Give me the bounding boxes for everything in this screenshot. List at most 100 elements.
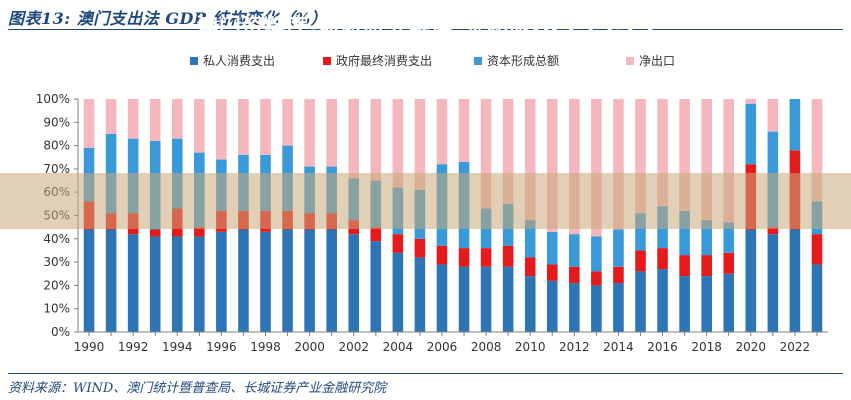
chart-title: 图表13: 澳门支出法 GDP 结构变化（%） [8,5,843,30]
source-note: 资料来源：WIND、澳门统计暨普查局、长城证券产业金融研究院 [8,373,843,397]
bar-segment [480,248,492,267]
bar-segment [149,99,161,141]
bar-segment [679,276,690,332]
bar-segment [392,234,404,253]
bar-segment [546,231,558,265]
bar-segment [811,234,823,265]
legend-label: 政府最终消费支出 [336,53,432,68]
x-tick-label: 2014 [603,340,634,354]
bar-segment [83,229,95,332]
bar-segment [524,257,536,277]
bar-segment [591,271,602,286]
bar-segment [591,285,602,332]
bar-segment [723,252,735,274]
bar-segment [569,283,580,332]
x-tick-label: 2016 [647,340,678,354]
y-tick-label: 10% [43,302,70,316]
bar-segment [635,213,646,251]
bar-segment [679,255,690,277]
bar-segment [591,99,602,237]
bar-segment [392,99,404,188]
x-tick-label: 2018 [691,340,722,354]
bar-segment [282,99,293,146]
bar-segment [127,234,139,332]
x-axis: 1990 1992 1994 1996 1998 2000 2002 2004 2006 2008… [74,331,828,354]
bar-segment [194,227,205,237]
bar-segment [569,99,580,235]
bar-segment [789,229,801,332]
bar-segment [171,236,183,332]
bar-segment [260,231,271,332]
bar-segment [546,264,558,281]
bar-segment [745,229,757,332]
y-tick-label: 100% [36,92,70,106]
bar-segment [546,99,558,232]
bar-segment [767,234,779,332]
bar-segment [370,227,382,242]
bar-segment [613,99,624,230]
legend-swatch [626,57,634,65]
bar-segment [789,99,801,151]
bar-segment [436,245,448,265]
y-tick-label: 0% [51,325,70,339]
chart-title-text: 图表13: 澳门支出法 GDP 结构变化（%） [8,9,328,28]
bar-segment [171,99,183,139]
bar-segment [569,234,580,267]
bar-segment [304,229,315,332]
bar-segment [613,283,624,332]
bar-segment [613,229,624,267]
bar-segment [238,229,249,332]
x-tick-label: 1998 [250,340,281,354]
legend-label: 资本形成总额 [487,54,559,68]
bar-segment [657,248,668,270]
bar-segment [480,266,492,332]
x-tick-label: 1992 [118,340,149,354]
bar-segment [679,210,690,256]
x-tick-label: 2022 [780,340,811,354]
bar-segment [524,276,536,332]
legend-swatch [323,57,331,65]
legend-label: 净出口 [639,54,675,68]
bar-segment [723,99,735,223]
bar-segment [392,252,404,332]
bar-segment [149,236,161,332]
bar-segment [723,222,735,253]
bar-segment [105,229,117,332]
bar-segment [282,229,293,332]
bar-segment [701,220,712,256]
bar-segment [701,276,712,332]
bar-segment [679,99,690,211]
bar-segment [370,241,382,332]
x-tick-label: 2012 [559,340,590,354]
bar-segment [701,255,712,277]
bar-segment [458,266,470,332]
bar-segment [194,99,205,153]
bar-segment [414,257,426,332]
bar-segment [149,229,161,237]
bar-segment [127,99,139,139]
y-tick-label: 80% [43,139,70,153]
bar-segment [348,234,360,332]
bar-segment [238,99,249,155]
legend-swatch [190,57,198,65]
bar-segment [194,236,205,332]
x-tick-label: 2006 [427,340,458,354]
watermark-text: 澳门资料库,最新研究解读_亲和版GCF13.73 [196,15,655,40]
bar-segment [458,248,470,267]
bar-segment [83,99,95,148]
y-tick-label: 30% [43,255,70,269]
x-tick-label: 2008 [471,340,502,354]
x-tick-label: 1990 [74,340,105,354]
bar-segment [502,245,514,267]
bar-segment [569,266,580,284]
x-tick-label: 1994 [162,340,193,354]
bar-segment [524,220,536,258]
bar-segment [701,99,712,221]
bar-segment [635,271,646,332]
bar-segment [326,229,337,332]
legend-swatch [474,57,482,65]
watermark-band [0,173,851,229]
chart-legend: 私人消费支出 政府最终消费支出 资本形成总额 净出口 [190,53,675,68]
x-tick-label: 2002 [338,340,369,354]
x-tick-label: 2000 [294,340,325,354]
